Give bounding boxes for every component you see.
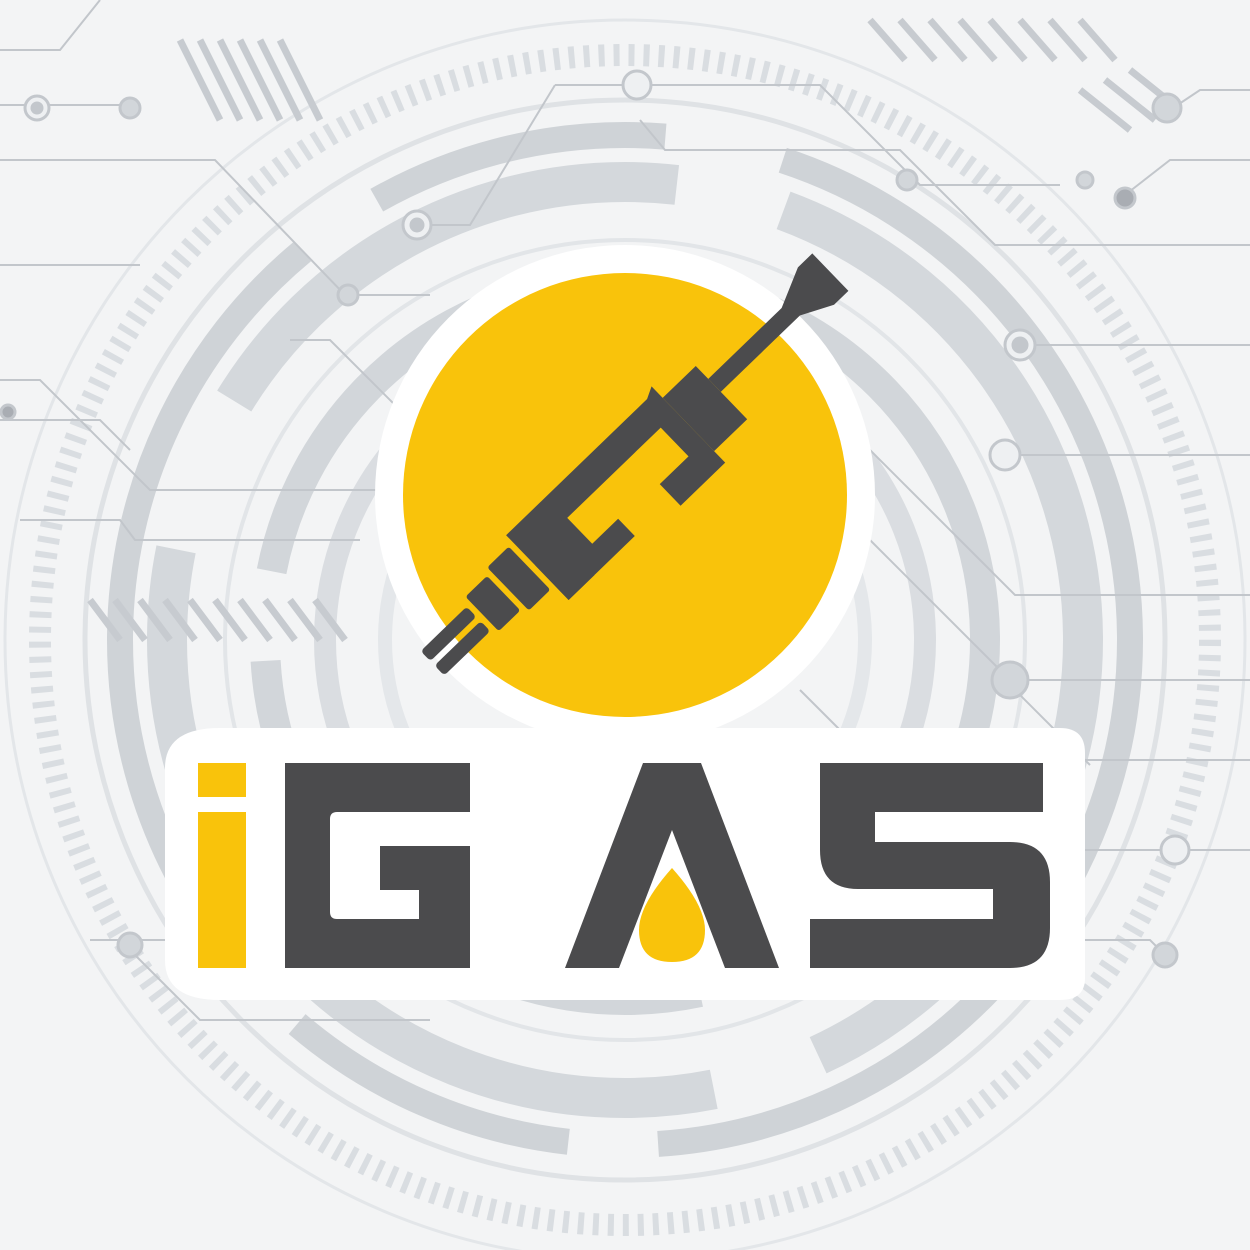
brand-wordmark: iGAS <box>165 728 1085 1000</box>
fuel-drop-icon <box>639 868 705 962</box>
letter-a <box>565 763 779 968</box>
letter-i <box>198 763 246 968</box>
letter-g <box>285 763 470 968</box>
brand-text: iGAS <box>623 993 628 996</box>
hash-ticks <box>87 17 1183 643</box>
fuel-nozzle-icon <box>422 253 849 674</box>
circuit-nodes <box>0 69 1191 969</box>
letter-s <box>810 763 1050 968</box>
fuel-emblem <box>375 245 875 745</box>
